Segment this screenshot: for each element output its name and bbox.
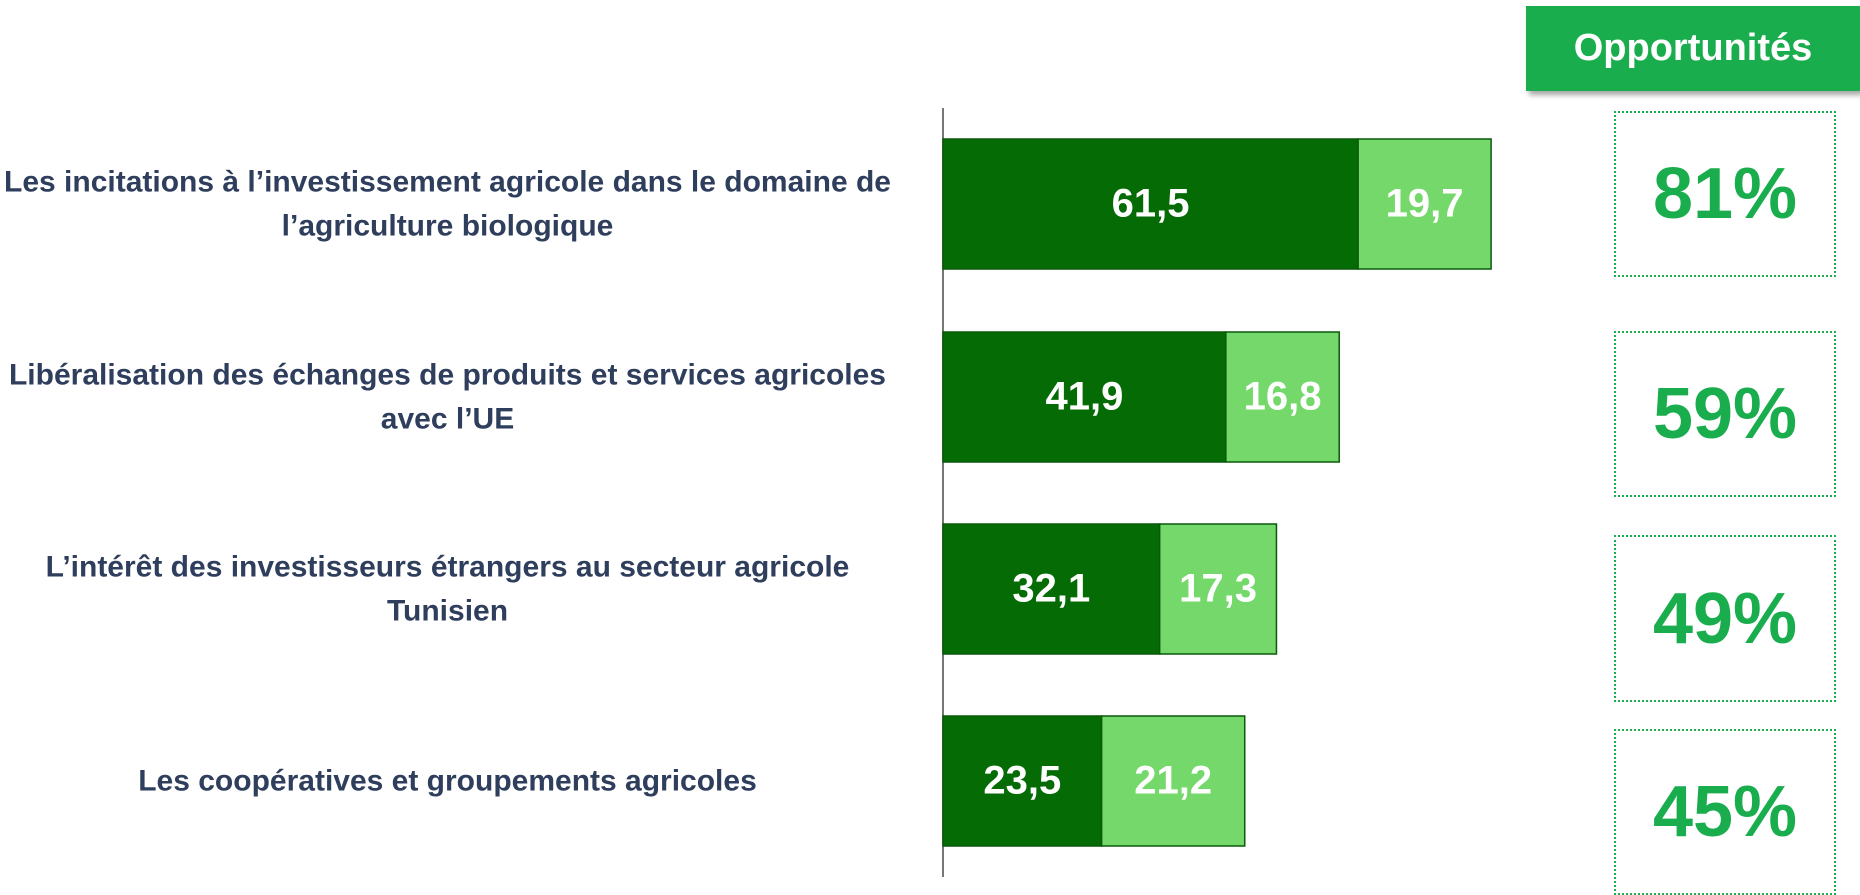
value-label: 41,9 xyxy=(1045,375,1123,419)
total-box: 45% xyxy=(1614,729,1836,895)
value-label: 19,7 xyxy=(1386,182,1464,226)
value-label: 21,2 xyxy=(1134,759,1212,803)
total-label: 45% xyxy=(1652,772,1798,852)
category-label: L’intérêt des investisseurs étrangers au… xyxy=(45,550,850,628)
value-label: 16,8 xyxy=(1244,375,1322,419)
bar-segment xyxy=(942,138,1359,270)
bar-segment xyxy=(1158,523,1278,655)
bar-segment xyxy=(942,523,1161,655)
total-box: 49% xyxy=(1614,535,1836,702)
bar-segment xyxy=(942,331,1227,463)
category-label: Les incitations à l’investissement agric… xyxy=(4,165,891,243)
value-label: 17,3 xyxy=(1179,567,1257,611)
bar-segment xyxy=(1100,715,1246,847)
value-label: 32,1 xyxy=(1012,567,1090,611)
total-label: 81% xyxy=(1652,154,1798,234)
total-label: 49% xyxy=(1652,578,1798,659)
total-box: 59% xyxy=(1614,331,1836,497)
bar-segment xyxy=(1357,138,1492,270)
header: Opportunités xyxy=(1526,6,1860,91)
category-label: Libéralisation des échanges de produits … xyxy=(8,358,886,436)
value-label: 23,5 xyxy=(983,759,1061,803)
total-label: 59% xyxy=(1652,374,1798,454)
bar-segment xyxy=(1225,331,1340,463)
value-label: 61,5 xyxy=(1112,182,1190,226)
category-label: Les coopératives et groupements agricole… xyxy=(138,764,757,798)
total-box: 81% xyxy=(1614,111,1836,277)
bar-segment xyxy=(942,715,1103,847)
